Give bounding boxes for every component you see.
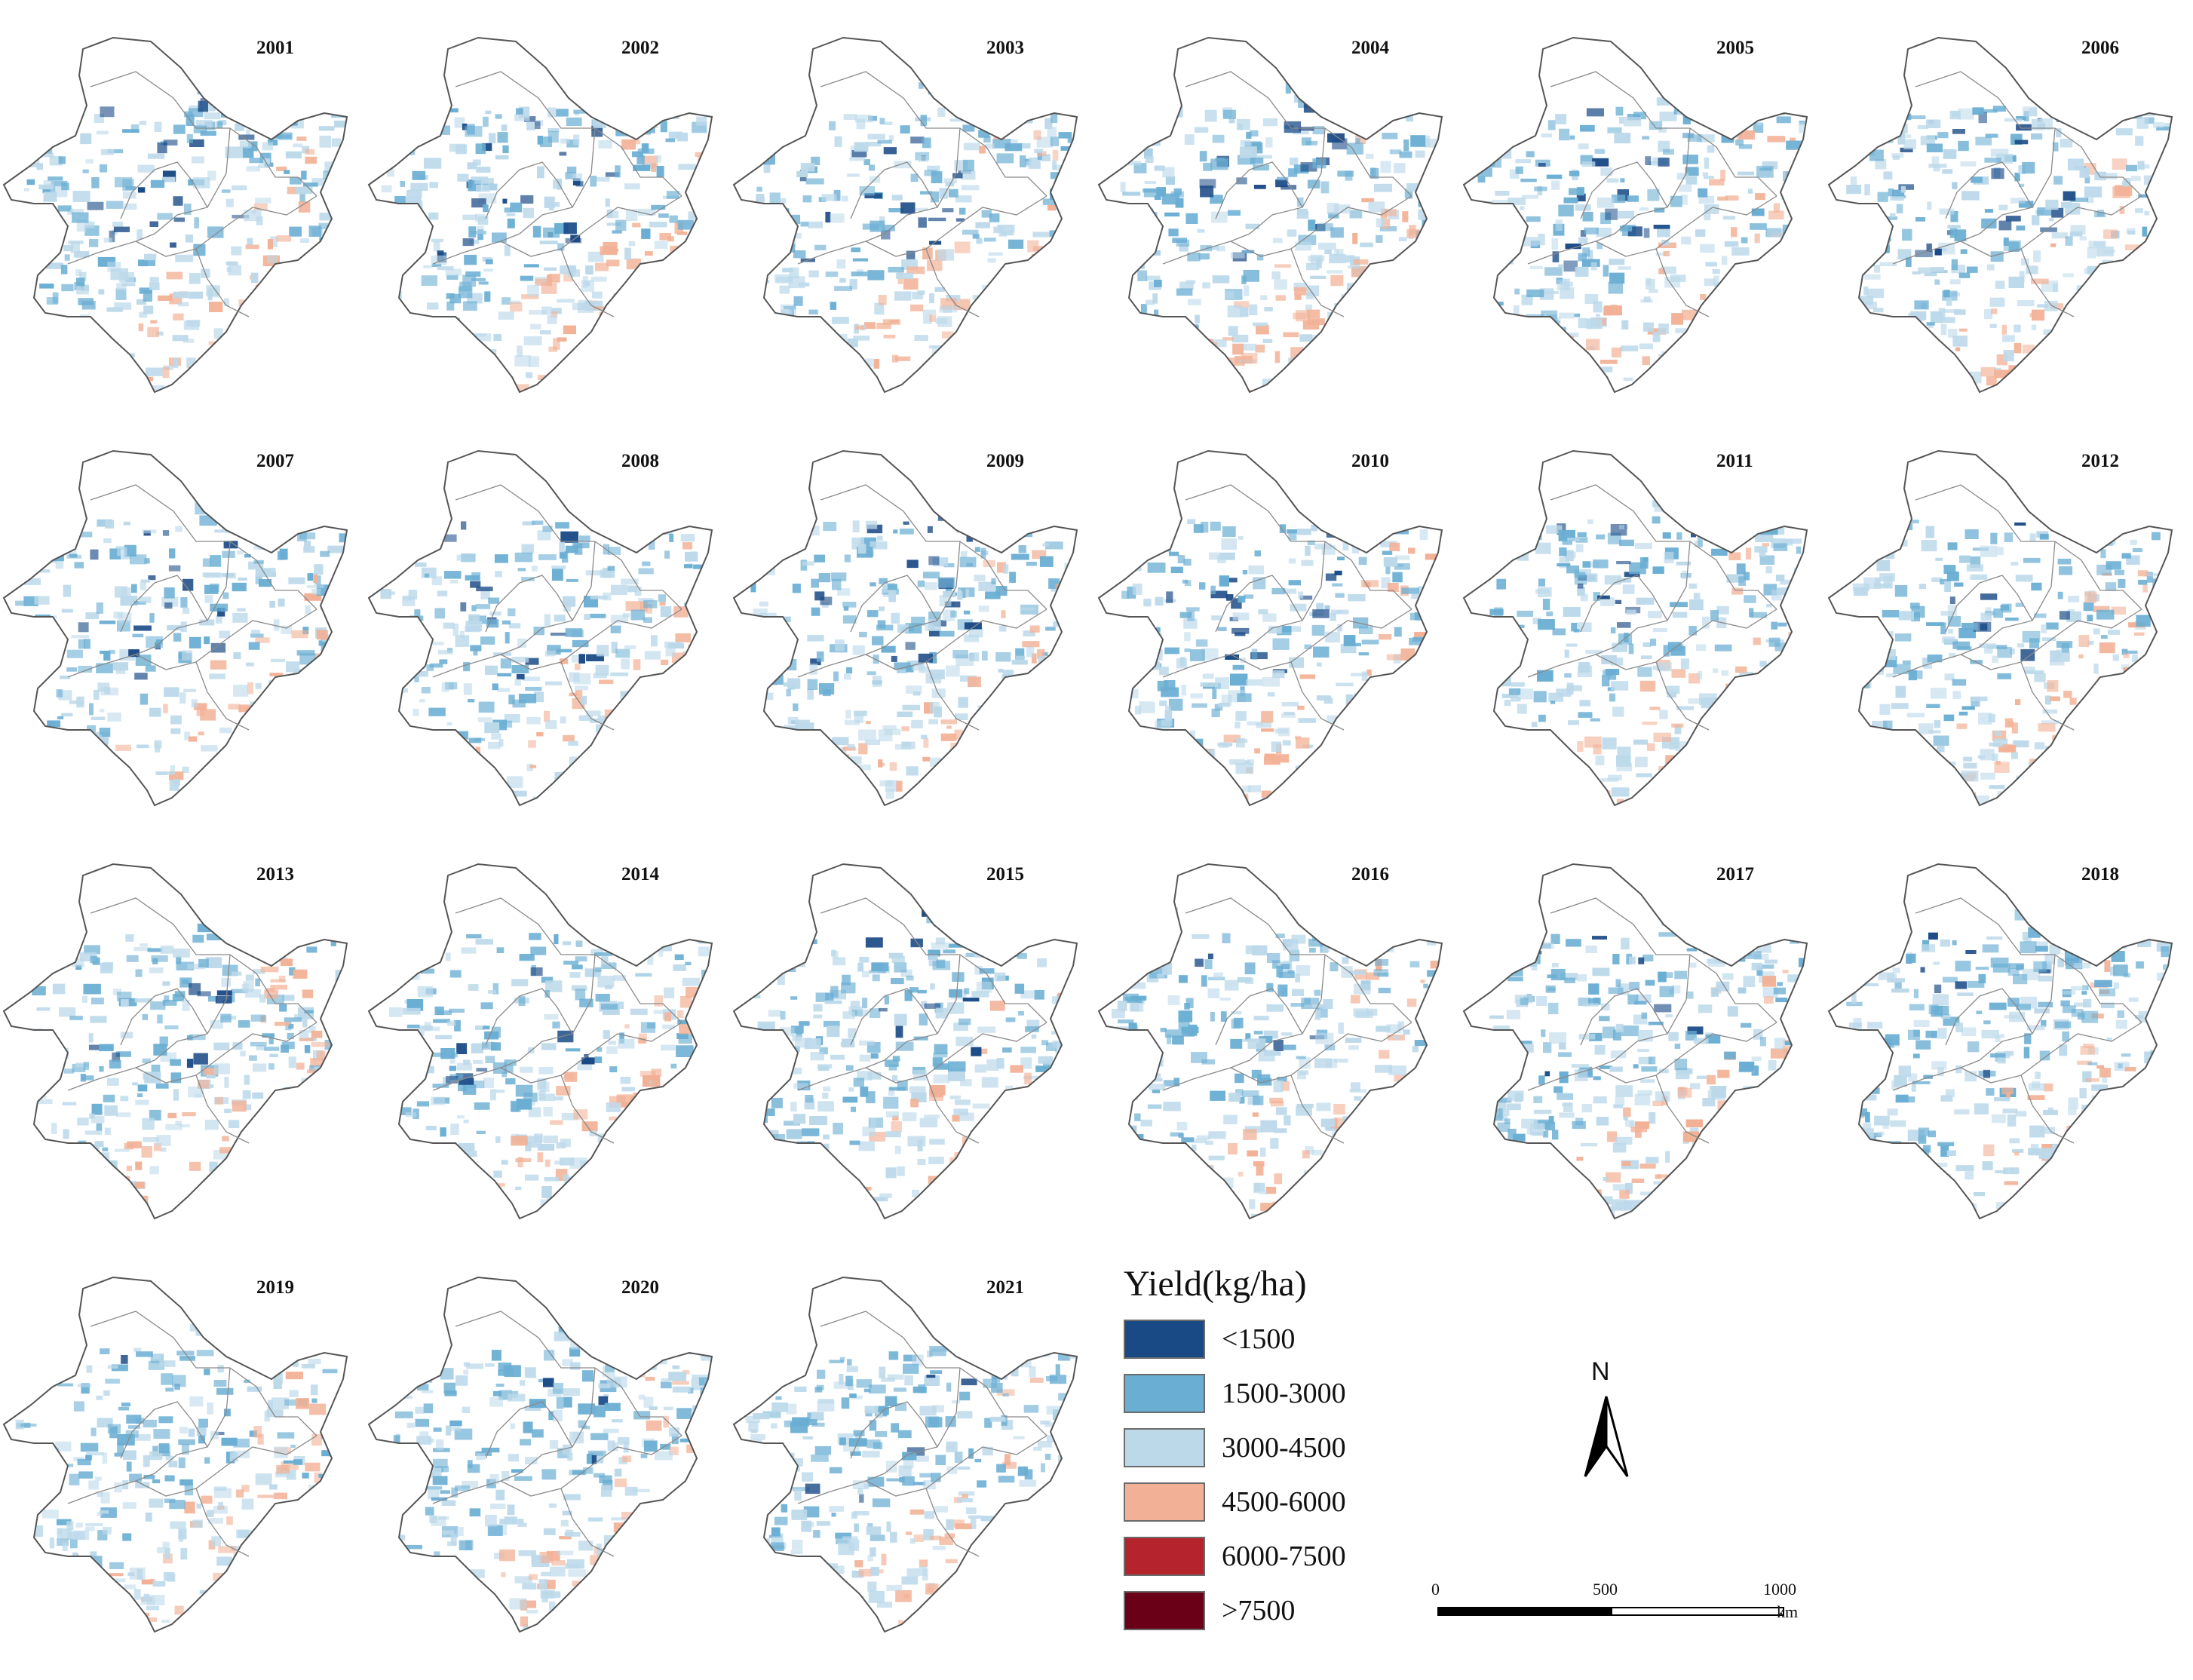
map-panel: 2010 — [1095, 428, 1449, 835]
year-label: 2021 — [986, 1277, 1024, 1298]
legend-swatch — [1124, 1537, 1205, 1576]
legend-swatch — [1124, 1482, 1205, 1522]
map-panel: 2005 — [1460, 15, 1814, 422]
year-label: 2012 — [2081, 451, 2119, 471]
yield-map — [367, 863, 713, 1220]
yield-map — [367, 36, 713, 394]
map-panel: 2013 — [0, 842, 354, 1249]
year-label: 2007 — [256, 451, 294, 471]
year-label: 2019 — [256, 1277, 294, 1298]
map-panel: 2011 — [1460, 428, 1814, 835]
map-panel: 2001 — [0, 15, 354, 422]
year-label: 2002 — [621, 38, 659, 58]
yield-map — [732, 36, 1078, 394]
scale-bar-black-segment — [1437, 1607, 1611, 1616]
legend-swatch — [1124, 1320, 1205, 1359]
map-panel: 2021 — [730, 1255, 1084, 1662]
year-label: 2020 — [621, 1277, 659, 1298]
year-label: 2016 — [1351, 864, 1389, 884]
year-label: 2008 — [621, 451, 659, 471]
yield-map — [2, 1276, 348, 1633]
map-panel: 2002 — [365, 15, 719, 422]
yield-map — [732, 1276, 1078, 1633]
legend-item: 3000-4500 — [1124, 1428, 1410, 1467]
map-panel: 2020 — [365, 1255, 719, 1662]
legend-swatch — [1124, 1428, 1205, 1467]
scale-tick-label: 0 — [1431, 1580, 1440, 1599]
map-panel: 2009 — [730, 428, 1084, 835]
legend-label: <1500 — [1222, 1323, 1296, 1355]
year-label: 2017 — [1716, 864, 1754, 884]
yield-map — [367, 1276, 713, 1633]
year-label: 2015 — [986, 864, 1024, 884]
legend-item: 1500-3000 — [1124, 1374, 1410, 1413]
scale-unit: km — [1777, 1602, 1799, 1621]
yield-map — [732, 449, 1078, 807]
year-label: 2010 — [1351, 451, 1389, 471]
legend-title: Yield(kg/ha) — [1124, 1264, 1307, 1304]
legend-swatch — [1124, 1591, 1205, 1630]
year-label: 2001 — [256, 38, 294, 58]
yield-map — [367, 449, 713, 807]
year-label: 2014 — [621, 864, 659, 884]
map-panel: 2008 — [365, 428, 719, 835]
map-panel: 2014 — [365, 842, 719, 1249]
scale-tick-label: 1000 — [1763, 1580, 1796, 1599]
legend: Yield(kg/ha) <1500 1500-3000 3000-4500 4… — [1124, 1263, 1440, 1655]
map-panel: 2006 — [1825, 15, 2179, 422]
year-label: 2009 — [986, 451, 1024, 471]
map-panel: 2012 — [1825, 428, 2179, 835]
map-panel: 2017 — [1460, 842, 1814, 1249]
map-panel: 2018 — [1825, 842, 2179, 1249]
legend-item: 4500-6000 — [1124, 1482, 1410, 1522]
legend-item: 6000-7500 — [1124, 1537, 1410, 1576]
yield-map — [1097, 863, 1443, 1220]
yield-map — [1827, 36, 2173, 394]
yield-map — [1462, 449, 1808, 807]
year-label: 2018 — [2081, 864, 2119, 884]
yield-map — [2, 863, 348, 1220]
legend-label: 4500-6000 — [1222, 1486, 1346, 1518]
yield-map — [2, 36, 348, 394]
yield-map — [1462, 863, 1808, 1220]
year-label: 2013 — [256, 864, 294, 884]
yield-map — [1827, 449, 2173, 807]
scale-bar: 0 500 1000 km — [1425, 1580, 1817, 1625]
yield-map — [1097, 449, 1443, 807]
map-panel: 2015 — [730, 842, 1084, 1249]
legend-label: 1500-3000 — [1222, 1378, 1346, 1409]
map-panel: 2019 — [0, 1255, 354, 1662]
north-letter: N — [1591, 1357, 1610, 1386]
yield-map — [1827, 863, 2173, 1220]
yield-map — [1097, 36, 1443, 394]
yield-map — [1462, 36, 1808, 394]
north-arrow-icon — [1584, 1396, 1629, 1477]
legend-item: >7500 — [1124, 1591, 1410, 1630]
legend-swatch — [1124, 1374, 1205, 1413]
yield-map — [2, 449, 348, 807]
map-panel: 2007 — [0, 428, 354, 835]
north-arrow: N — [1576, 1357, 1636, 1485]
year-label: 2006 — [2081, 38, 2119, 58]
map-panel: 2016 — [1095, 842, 1449, 1249]
legend-label: 3000-4500 — [1222, 1432, 1346, 1464]
year-label: 2004 — [1351, 38, 1389, 58]
legend-item: <1500 — [1124, 1320, 1410, 1359]
year-label: 2005 — [1716, 38, 1754, 58]
legend-label: 6000-7500 — [1222, 1541, 1346, 1572]
scale-tick-label: 500 — [1593, 1580, 1618, 1599]
map-panel: 2004 — [1095, 15, 1449, 422]
year-label: 2011 — [1716, 451, 1753, 471]
scale-bar-white-segment — [1611, 1607, 1784, 1616]
yield-map — [732, 863, 1078, 1220]
legend-label: >7500 — [1222, 1595, 1296, 1626]
year-label: 2003 — [986, 38, 1024, 58]
map-panel: 2003 — [730, 15, 1084, 422]
